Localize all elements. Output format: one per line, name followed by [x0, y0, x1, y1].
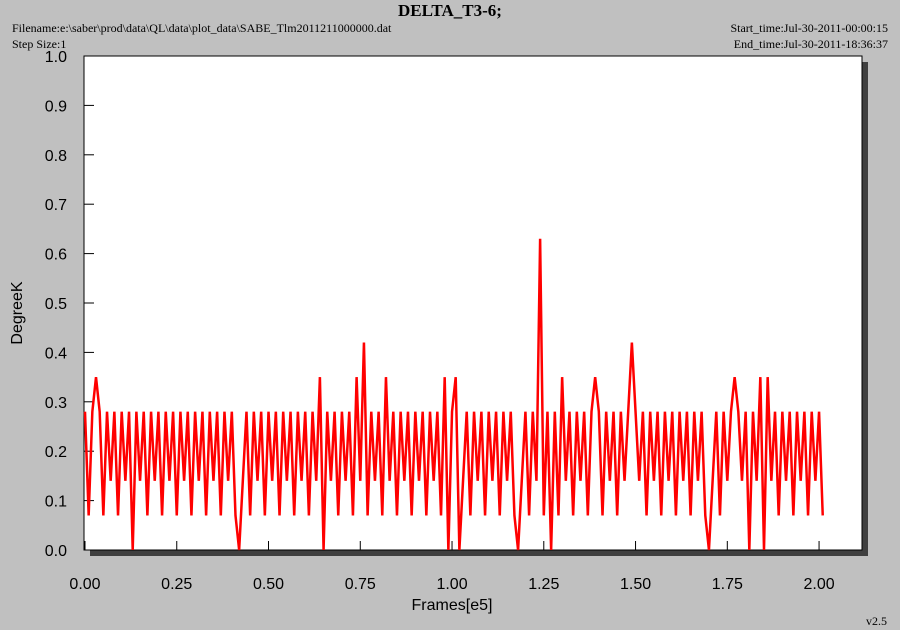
- x-tick-label: 1.25: [528, 576, 559, 593]
- y-tick-label: 0.4: [45, 345, 67, 362]
- version: v2.5: [866, 614, 887, 628]
- x-tick-label: 2.00: [803, 576, 834, 593]
- x-tick-label: 1.00: [436, 576, 467, 593]
- x-tick-label: 0.50: [253, 576, 284, 593]
- step-size: Step Size:1: [12, 37, 66, 51]
- chart-title: DELTA_T3-6;: [398, 1, 502, 20]
- x-axis-label: Frames[e5]: [412, 597, 493, 614]
- y-tick-label: 0.3: [45, 395, 67, 412]
- y-tick-label: 0.1: [45, 494, 67, 511]
- y-tick-label: 0.8: [45, 148, 67, 165]
- end-time: End_time:Jul-30-2011-18:36:37: [734, 37, 888, 51]
- filename: Filename:e:\saber\prod\data\QL\data\plot…: [12, 21, 392, 35]
- x-tick-label: 0.25: [161, 576, 192, 593]
- y-axis-label: DegreeK: [9, 281, 26, 344]
- y-tick-label: 0.7: [45, 197, 67, 214]
- y-tick-label: 0.0: [45, 543, 67, 560]
- y-tick-label: 0.5: [45, 296, 67, 313]
- start-time: Start_time:Jul-30-2011-00:00:15: [730, 21, 888, 35]
- y-tick-label: 1.0: [45, 49, 67, 66]
- x-tick-label: 0.75: [345, 576, 376, 593]
- data-line: [83, 238, 824, 551]
- x-tick-label: 1.50: [620, 576, 651, 593]
- y-tick-label: 0.9: [45, 98, 67, 115]
- y-tick-label: 0.6: [45, 247, 67, 264]
- x-tick-label: 1.75: [712, 576, 743, 593]
- y-tick-label: 0.2: [45, 444, 67, 461]
- x-tick-label: 0.00: [69, 576, 100, 593]
